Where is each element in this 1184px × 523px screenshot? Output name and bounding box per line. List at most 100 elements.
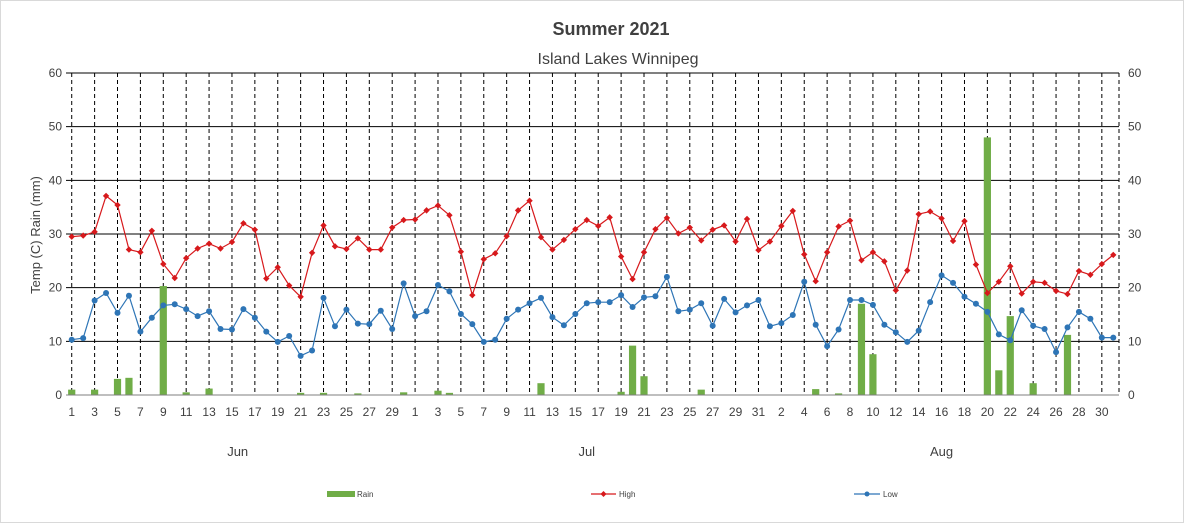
- low-point: [950, 279, 957, 286]
- high-point: [652, 225, 659, 233]
- rain-bar: [434, 390, 442, 395]
- low-point: [1064, 324, 1071, 331]
- x-tick-label: 8: [847, 405, 854, 419]
- high-point: [663, 214, 671, 222]
- high-point: [675, 230, 682, 237]
- low-point: [492, 336, 499, 343]
- legend-high-label: High: [619, 490, 635, 499]
- high-point: [686, 224, 693, 231]
- low-point: [847, 297, 854, 304]
- low-point: [137, 328, 144, 335]
- x-tick-label: 14: [912, 405, 926, 419]
- high-point: [354, 235, 362, 242]
- low-point: [938, 272, 945, 279]
- x-tick-label: 13: [202, 405, 216, 419]
- high-point: [251, 226, 259, 233]
- y2-tick-label: 10: [1128, 334, 1142, 348]
- high-point: [972, 261, 980, 268]
- high-point: [1007, 263, 1014, 270]
- y2-tick-label: 40: [1128, 173, 1142, 187]
- low-point: [68, 336, 75, 343]
- low-point: [709, 322, 716, 329]
- high-point: [263, 275, 270, 282]
- high-point: [320, 222, 327, 229]
- low-point: [572, 310, 579, 317]
- low-point: [824, 343, 831, 350]
- high-point: [526, 197, 533, 204]
- high-point: [595, 222, 602, 230]
- high-point: [1052, 287, 1060, 295]
- low-point: [1007, 337, 1014, 344]
- high-point: [801, 251, 808, 258]
- high-point: [274, 264, 281, 271]
- low-point: [434, 281, 441, 288]
- high-point: [949, 237, 957, 245]
- high-point: [858, 257, 865, 264]
- high-point: [606, 214, 613, 221]
- high-point: [766, 238, 774, 245]
- low-point: [1098, 334, 1105, 341]
- low-point: [1053, 349, 1060, 356]
- high-point: [789, 207, 796, 215]
- x-tick-label: 20: [981, 405, 995, 419]
- low-point: [881, 321, 888, 328]
- high-point: [423, 207, 430, 214]
- rain-bar: [182, 392, 190, 395]
- high-point: [995, 278, 1003, 285]
- high-point: [572, 225, 579, 233]
- rain-bar: [354, 393, 362, 395]
- rain-bar: [812, 389, 820, 395]
- x-tick-label: 12: [889, 405, 903, 419]
- x-tick-label: 9: [160, 405, 167, 419]
- rain-bar: [869, 354, 877, 395]
- rain-bar: [1063, 334, 1072, 395]
- x-tick-label: 21: [637, 405, 651, 419]
- high-point: [755, 246, 762, 254]
- low-point: [286, 332, 293, 339]
- low-point: [1030, 322, 1037, 329]
- high-point: [846, 217, 854, 224]
- high-point: [114, 201, 121, 209]
- high-point: [297, 293, 304, 300]
- rain-bar: [319, 392, 328, 395]
- high-point: [434, 202, 442, 209]
- low-point: [915, 327, 922, 334]
- legend-high-marker: [600, 491, 607, 497]
- low-point: [618, 292, 625, 299]
- low-point: [892, 329, 899, 336]
- x-tick-label: 21: [294, 405, 308, 419]
- rain-bar: [628, 345, 637, 395]
- low-point: [858, 297, 865, 304]
- low-point: [240, 306, 247, 313]
- y-tick-label: 20: [49, 281, 63, 295]
- high-point: [743, 215, 751, 223]
- x-tick-label: 30: [1095, 405, 1109, 419]
- low-point: [721, 295, 728, 302]
- rain-bars: [68, 137, 1072, 395]
- x-tick-label: 27: [363, 405, 377, 419]
- x-tick-label: 31: [752, 405, 766, 419]
- low-point: [801, 278, 808, 285]
- low-point: [171, 301, 178, 308]
- low-point: [377, 307, 384, 314]
- low-point: [698, 300, 705, 307]
- high-point: [457, 248, 465, 255]
- low-point: [927, 299, 934, 306]
- high-point: [1041, 279, 1048, 287]
- low-point: [812, 321, 819, 328]
- low-point: [995, 331, 1002, 338]
- high-point: [125, 246, 133, 253]
- high-point: [1098, 260, 1106, 268]
- low-point: [148, 314, 155, 321]
- low-point: [412, 313, 419, 320]
- low-point: [125, 292, 132, 299]
- month-label: Jul: [578, 444, 595, 459]
- low-point: [114, 309, 121, 316]
- high-point: [560, 236, 568, 244]
- rain-bar: [445, 392, 454, 395]
- high-point: [926, 208, 934, 215]
- low-point: [206, 308, 213, 315]
- high-point: [240, 220, 247, 227]
- low-point: [961, 293, 968, 300]
